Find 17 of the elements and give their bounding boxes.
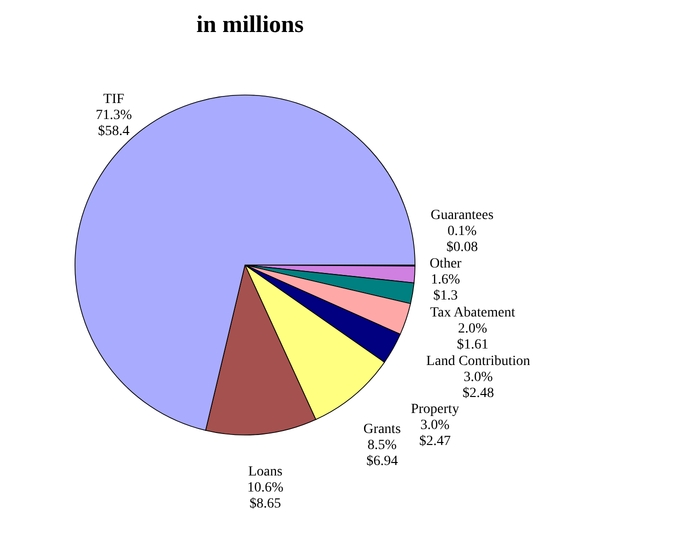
data-label: 3.0% $2.47 [419, 418, 451, 450]
slice-label: TIF [103, 92, 125, 107]
data-label: 1.6% $1.3 [430, 272, 460, 304]
chart-title: in millions [196, 12, 304, 38]
slice-label: Property [410, 402, 460, 418]
slice-label: Other [430, 256, 462, 272]
data-label: 0.1% $0.08 [446, 224, 478, 256]
slice-label: Guarantees [430, 208, 494, 224]
data-label: 2.0% $1.61 [456, 322, 488, 353]
data-label: 71.3% $58.4 [96, 108, 132, 139]
slice-label: Loans [248, 464, 282, 480]
slice-label: Grants [363, 422, 401, 438]
data-label: 3.0% $2.48 [462, 370, 494, 401]
data-label: 8.5% $6.94 [366, 438, 398, 470]
data-label: 10.6% $8.65 [247, 480, 284, 512]
slice-label: Tax Abatement [430, 306, 516, 321]
slice-label: Land Contribution [426, 354, 530, 369]
